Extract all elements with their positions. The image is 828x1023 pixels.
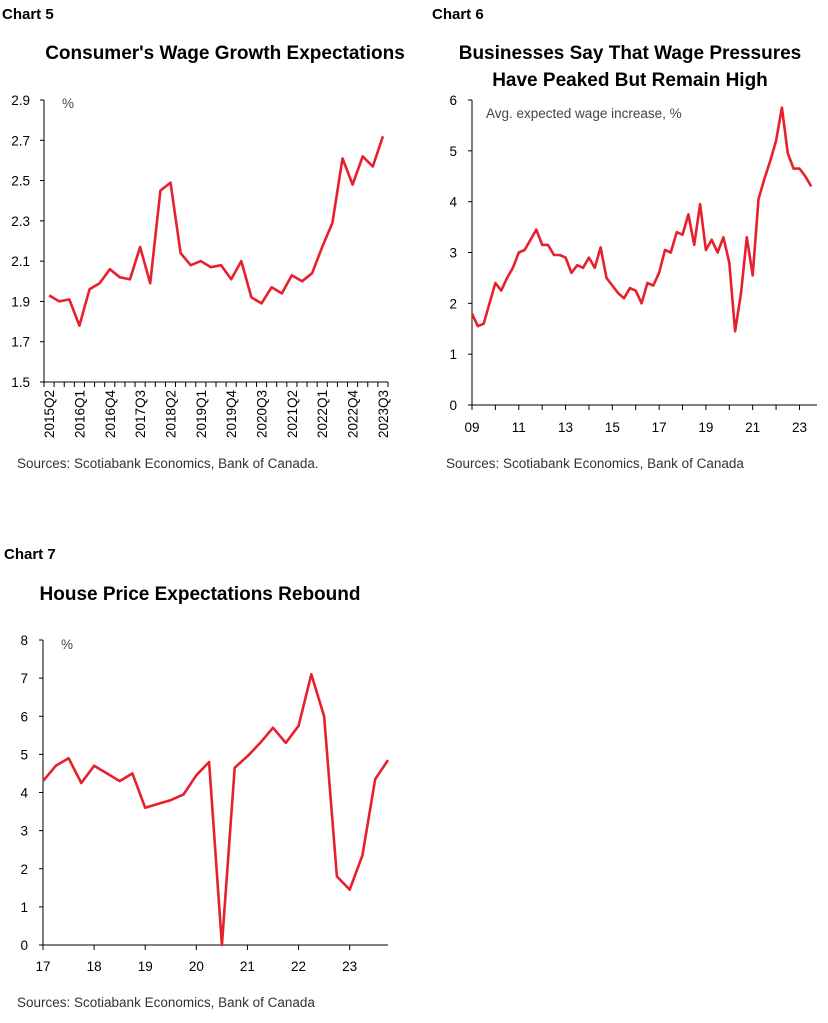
chart5-x-tick-label: 2023Q3 — [376, 390, 391, 438]
chart7-y-tick-label: 8 — [20, 633, 28, 648]
chart5-y-tick-label: 2.9 — [11, 93, 30, 108]
chart5-y-tick-label: 2.5 — [11, 174, 30, 189]
chart5-x-tick-label: 2019Q4 — [224, 390, 239, 439]
chart6-label: Chart 6 — [432, 6, 484, 23]
chart7-y-tick-label: 0 — [20, 938, 28, 953]
chart5-x-tick-label: 2016Q4 — [103, 390, 118, 439]
chart5-y-tick-label: 1.9 — [11, 294, 30, 309]
chart7-y-tick-label: 6 — [20, 709, 28, 724]
chart7-unit-label: % — [61, 637, 73, 652]
chart7-x-tick-label: 21 — [240, 959, 255, 974]
chart5-y-tick-label: 2.7 — [11, 133, 30, 148]
chart5-series-line — [48, 135, 385, 327]
chart5-x-tick-label: 2022Q4 — [346, 390, 361, 439]
chart7-source: Sources: Scotiabank Economics, Bank of C… — [17, 995, 315, 1010]
chart7-x-tick-label: 23 — [342, 959, 357, 974]
chart5-x-tick-label: 2022Q1 — [315, 390, 330, 438]
chart7-y-tick-label: 3 — [20, 824, 28, 839]
chart5-title: Consumer's Wage Growth Expectations — [45, 43, 405, 64]
chart5-y-tick-label: 1.5 — [11, 375, 30, 390]
chart6-y-tick-label: 2 — [449, 296, 457, 311]
chart7-x-tick-label: 17 — [35, 959, 50, 974]
chart7-y-tick-label: 5 — [20, 747, 28, 762]
chart7-y-tick-label: 7 — [20, 671, 28, 686]
chart6-y-tick-label: 4 — [449, 195, 457, 210]
chart6-x-tick-label: 17 — [652, 420, 667, 435]
chart6-y-tick-label: 6 — [449, 93, 457, 108]
chart6-x-tick-label: 09 — [464, 420, 479, 435]
chart6-series-line — [470, 106, 813, 333]
chart7-y-tick-label: 2 — [20, 862, 28, 877]
chart7-x-tick-label: 18 — [87, 959, 102, 974]
chart7-x-tick-label: 19 — [138, 959, 153, 974]
chart6-x-tick-label: 23 — [792, 420, 807, 435]
chart5-x-tick-label: 2020Q3 — [255, 390, 270, 438]
chart6-x-tick-label: 19 — [698, 420, 713, 435]
chart5-y-tick-label: 2.1 — [11, 254, 30, 269]
chart5-x-tick-label: 2015Q2 — [42, 390, 57, 438]
chart5-y-tick-label: 1.7 — [11, 335, 30, 350]
chart5-x-tick-label: 2021Q2 — [285, 390, 300, 438]
chart6-source: Sources: Scotiabank Economics, Bank of C… — [446, 456, 744, 471]
chart6-y-tick-label: 1 — [449, 347, 457, 362]
chart6-x-tick-label: 15 — [605, 420, 620, 435]
chart5-x-tick-label: 2019Q1 — [194, 390, 209, 438]
chart6-x-tick-label: 13 — [558, 420, 573, 435]
chart6-x-tick-label: 21 — [745, 420, 760, 435]
chart5-y-tick-label: 2.3 — [11, 214, 30, 229]
chart7-y-tick-label: 4 — [20, 786, 28, 801]
chart7-title: House Price Expectations Rebound — [39, 584, 361, 605]
chart5-label: Chart 5 — [2, 6, 54, 23]
chart7-series-line — [42, 672, 390, 947]
chart6-y-tick-label: 0 — [449, 398, 457, 413]
chart6-y-tick-label: 3 — [449, 246, 457, 261]
chart5-x-tick-label: 2018Q2 — [163, 390, 178, 438]
chart6-y-tick-label: 5 — [449, 144, 457, 159]
chart7-x-tick-label: 22 — [291, 959, 306, 974]
chart7-x-tick-label: 20 — [189, 959, 204, 974]
chart5-unit-label: % — [62, 96, 74, 111]
chart7-label: Chart 7 — [4, 546, 56, 563]
chart5-source: Sources: Scotiabank Economics, Bank of C… — [17, 456, 319, 471]
chart6-x-tick-label: 11 — [512, 420, 526, 435]
chart5-x-tick-label: 2017Q3 — [133, 390, 148, 438]
chart6-annotation: Avg. expected wage increase, % — [486, 106, 682, 121]
chart5-x-tick-label: 2016Q1 — [72, 390, 87, 438]
chart7-y-tick-label: 1 — [20, 900, 28, 915]
chart6-title: Businesses Say That Wage Pressures Have … — [458, 43, 802, 91]
